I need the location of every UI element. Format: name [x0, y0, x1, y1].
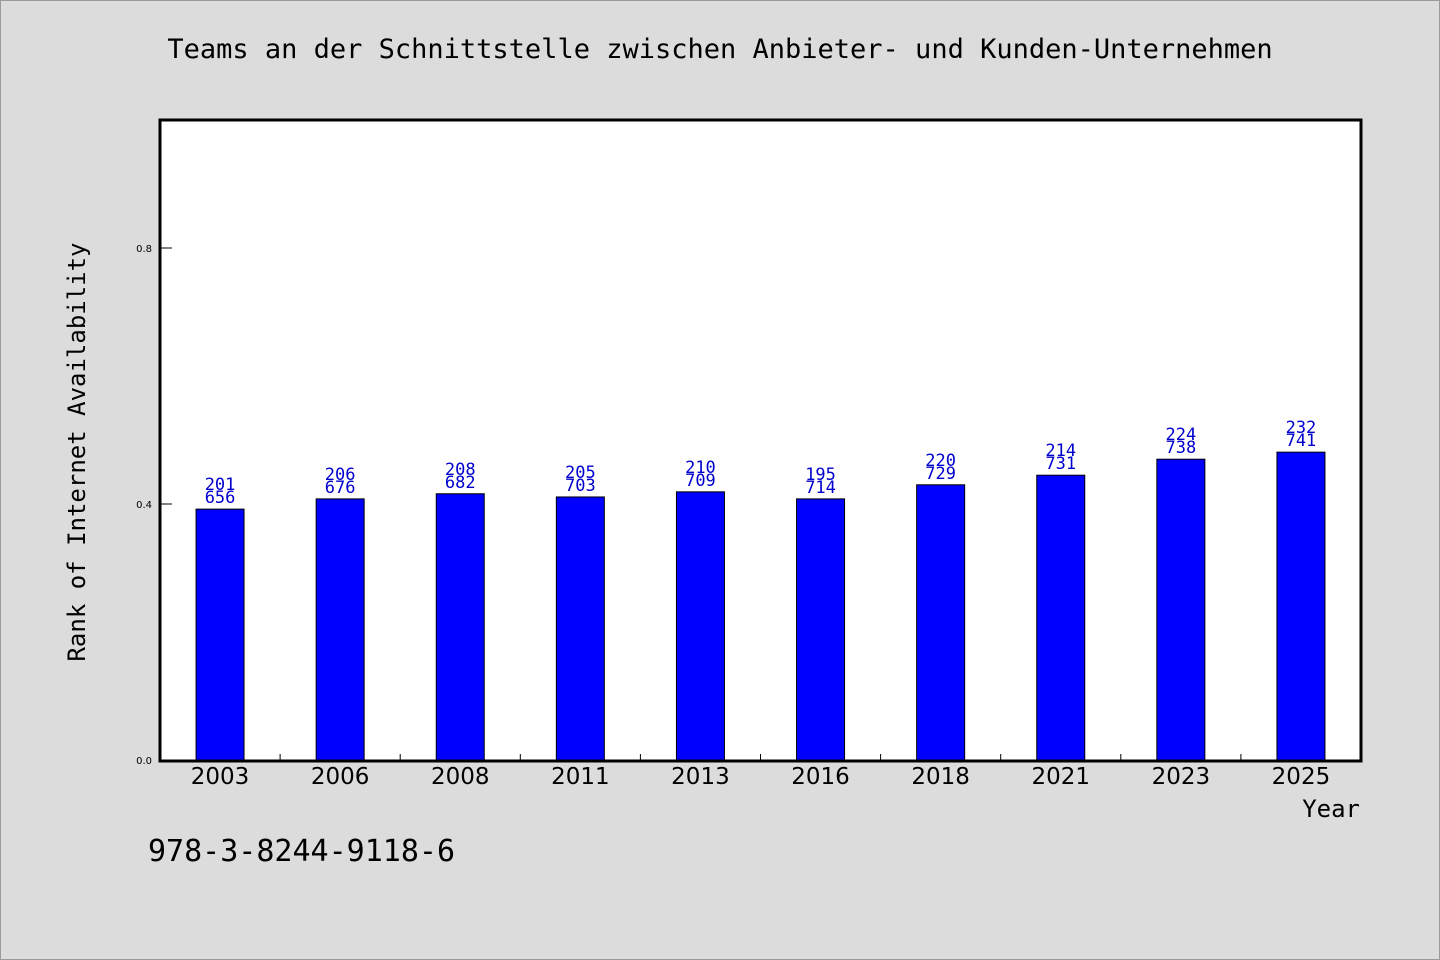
x-tick-label: 2006 — [311, 764, 370, 790]
bar-label-bottom: 682 — [445, 473, 476, 493]
bar-label-top: 224 — [1165, 425, 1196, 445]
bar-2018 — [916, 484, 966, 761]
bar-label-top: 232 — [1286, 418, 1317, 438]
bar-label-top: 201 — [205, 475, 236, 495]
bar-2003 — [195, 508, 245, 761]
bar-label-bottom: 741 — [1286, 431, 1317, 451]
x-tick-label: 2003 — [191, 764, 250, 790]
bar-label-bottom: 656 — [205, 488, 236, 508]
bar-label-top: 208 — [445, 460, 476, 480]
bar-label-top: 220 — [925, 451, 956, 471]
bar-2011 — [555, 496, 605, 761]
y-tick-label: 0.8 — [136, 244, 152, 255]
x-tick-label: 2008 — [431, 764, 490, 790]
x-tick-label: 2025 — [1272, 764, 1331, 790]
bar-label-bottom: 738 — [1165, 438, 1196, 458]
bar-2008 — [435, 493, 485, 761]
bar-label-top: 195 — [805, 465, 836, 485]
bar-2016 — [796, 498, 846, 761]
bar-label-bottom: 714 — [805, 478, 836, 498]
bar-label-bottom: 676 — [325, 478, 356, 498]
y-tick-label: 0.4 — [136, 500, 152, 511]
bar-2025 — [1276, 451, 1326, 761]
bar-label-top: 205 — [565, 463, 596, 483]
chart-title: Teams an der Schnittstelle zwischen Anbi… — [167, 34, 1273, 65]
x-tick-label: 2016 — [791, 764, 850, 790]
bar-label-bottom: 729 — [925, 464, 956, 484]
bar-label-bottom: 731 — [1045, 454, 1076, 474]
x-tick-label: 2013 — [671, 764, 730, 790]
bar-2023 — [1156, 458, 1206, 761]
bar-2021 — [1036, 474, 1086, 761]
x-tick-label: 2011 — [551, 764, 610, 790]
bar-label-top: 214 — [1045, 441, 1076, 461]
bar-label-bottom: 703 — [565, 476, 596, 496]
bar-2013 — [675, 491, 725, 761]
x-axis-label: Year — [1302, 795, 1360, 823]
y-tick-label: 0.0 — [136, 756, 152, 767]
x-tick-label: 2018 — [911, 764, 970, 790]
x-tick-label: 2023 — [1152, 764, 1211, 790]
isbn-footnote: 978-3-8244-9118-6 — [148, 834, 456, 869]
bar-2006 — [315, 498, 365, 761]
bar-label-top: 210 — [685, 458, 716, 478]
bar-label-bottom: 709 — [685, 471, 716, 491]
x-tick-label: 2021 — [1031, 764, 1090, 790]
bar-label-top: 206 — [325, 465, 356, 485]
